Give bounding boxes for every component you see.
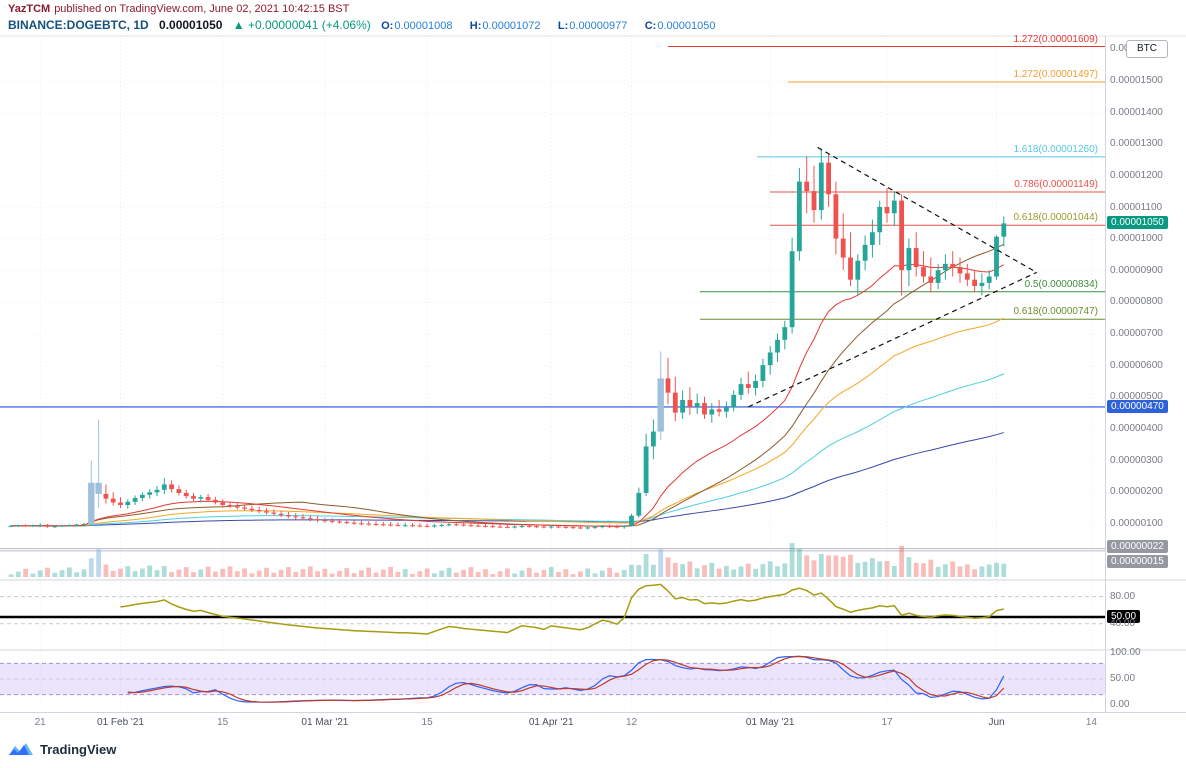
low-label: L: xyxy=(557,20,569,32)
publish-info: published on TradingView.com, June 02, 2… xyxy=(54,3,350,15)
header-last-price: 0.00001050 xyxy=(159,18,223,32)
rsi-line xyxy=(120,583,1004,635)
author-name: YazTCM xyxy=(8,3,51,15)
volume-series xyxy=(8,543,1007,577)
open-value: O:0.00001008 xyxy=(381,20,453,32)
ma-line-ema100 xyxy=(10,373,1004,527)
ma-line-ema21 xyxy=(10,264,1005,527)
publish-header: YazTCM published on TradingView.com, June… xyxy=(8,3,349,15)
candles-series xyxy=(8,149,1007,530)
stoch-d-line xyxy=(127,655,1005,703)
low-value: L:0.00000977 xyxy=(557,20,628,32)
symbol-interval: BINANCE:DOGEBTC, 1D xyxy=(8,18,149,32)
tradingview-logo-text: TradingView xyxy=(40,741,117,757)
symbol-header: BINANCE:DOGEBTC, 1D 0.00001050 ▲ +0.0000… xyxy=(8,18,729,32)
triangle-lower-trendline xyxy=(748,271,1037,408)
currency-toggle-button[interactable]: BTC xyxy=(1126,40,1168,58)
price-axis[interactable] xyxy=(1105,36,1186,712)
high-value: H:0.00001072 xyxy=(469,20,541,32)
close-value: C:0.00001050 xyxy=(644,20,716,32)
time-axis[interactable] xyxy=(0,712,1186,735)
price-change: ▲ +0.00000041 (+4.06%) xyxy=(232,18,371,32)
triangle-upper-trendline xyxy=(817,146,1037,273)
open-label: O: xyxy=(381,20,394,32)
close-label: C: xyxy=(644,20,657,32)
tradingview-logo[interactable]: TradingView xyxy=(8,740,116,758)
tradingview-logo-icon xyxy=(9,743,33,755)
ma-line-ema55 xyxy=(10,317,1005,527)
high-label: H: xyxy=(469,20,482,32)
ma-line-ema200 xyxy=(10,432,1004,527)
